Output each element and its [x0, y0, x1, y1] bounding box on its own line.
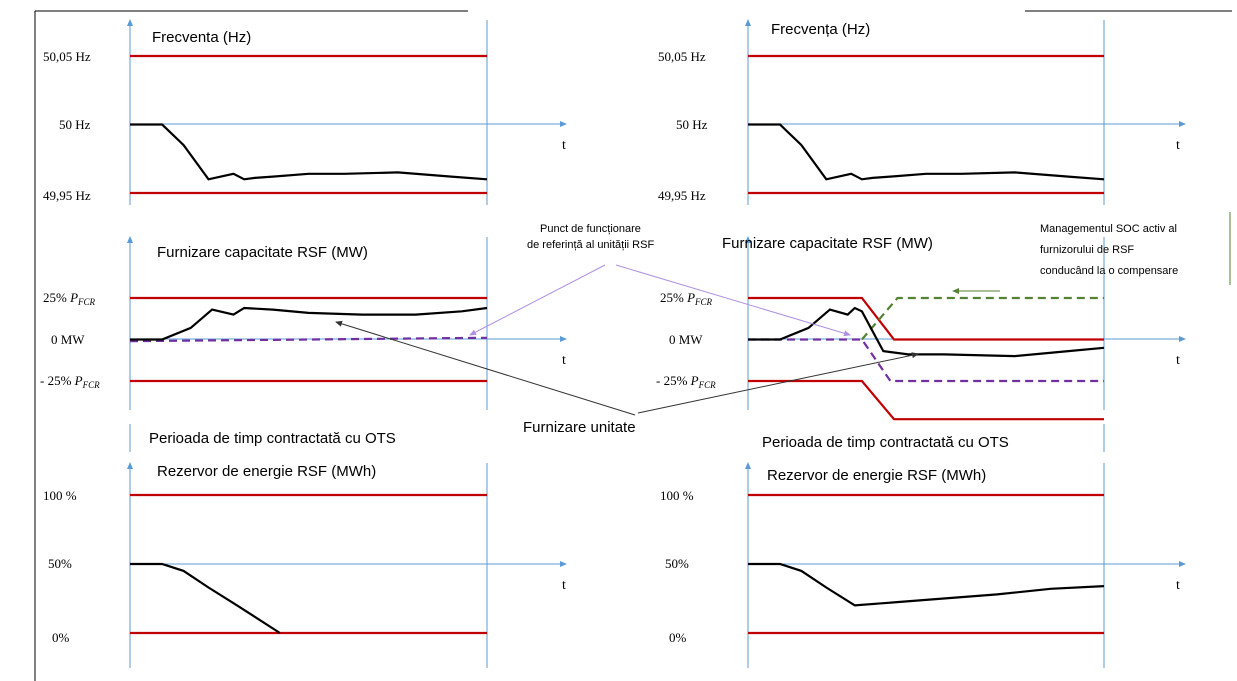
p-symbol: P: [690, 373, 699, 388]
panel-title: Furnizare capacitate RSF (MW): [722, 235, 933, 252]
upper-limit-line: [748, 296, 1104, 341]
energy-trace: [748, 562, 1105, 607]
reference-trace: [129, 336, 488, 343]
time-label: t: [1176, 138, 1180, 153]
panel-title: Rezervor de energie RSF (MWh): [157, 463, 376, 480]
y-label-pos: 25% PFCR: [43, 290, 96, 307]
supply-trace: [748, 306, 1105, 358]
frequency-trace: [130, 123, 488, 181]
panel-title: Rezervor de energie RSF (MWh): [767, 467, 986, 484]
time-label: t: [562, 578, 566, 593]
time-label: t: [562, 353, 566, 368]
y-label-full: 100 %: [43, 488, 77, 503]
annotation-line-1: Managementul SOC activ al: [1040, 223, 1177, 235]
time-label: t: [1176, 578, 1180, 593]
annotation-text: Furnizare unitate: [523, 419, 636, 436]
annotation-line-3: conducând la o compensare: [1040, 265, 1178, 277]
y-label-pos: 25% PFCR: [660, 290, 713, 307]
panel-energy-right: Rezervor de energie RSF (MWh) 100 % 50% …: [660, 462, 1186, 668]
y-label-low: 49,95 Hz: [658, 188, 706, 203]
pointer-right: [637, 352, 919, 414]
annotation-soc-management: Managementul SOC activ al furnizorului d…: [1040, 223, 1178, 277]
panel-frequency-right: Frecvența (Hz) 50,05 Hz 50 Hz 49,95 Hz t: [658, 19, 1186, 205]
supply-trace: [130, 306, 488, 341]
y-label-nominal: 50 Hz: [59, 117, 91, 132]
y-label-full: 100 %: [660, 488, 694, 503]
annotation-line-2: furnizorului de RSF: [1040, 244, 1134, 256]
annotation-line-1: Punct de funcționare: [540, 223, 641, 235]
energy-trace: [130, 562, 281, 634]
frequency-trace: [748, 123, 1105, 181]
panel-frequency-left: Frecventa (Hz) 50,05 Hz 50 Hz 49,95 Hz t: [43, 19, 567, 205]
annotation-reference-point: Punct de funcționare de referință al uni…: [469, 223, 851, 337]
y-label-neg-prefix: - 25%: [656, 373, 691, 388]
y-label-high: 50,05 Hz: [658, 49, 706, 64]
y-label-pos-prefix: 25%: [660, 290, 687, 305]
p-symbol: P: [686, 290, 695, 305]
y-label-half: 50%: [48, 556, 72, 571]
panel-title: Frecvența (Hz): [771, 21, 870, 38]
y-label-neg: - 25% PFCR: [40, 373, 100, 390]
p-symbol: P: [74, 373, 83, 388]
annotation-unit-supply: Furnizare unitate: [335, 320, 919, 436]
time-label: t: [1176, 353, 1180, 368]
y-label-nominal: 50 Hz: [676, 117, 708, 132]
p-subscript: FCR: [77, 297, 96, 307]
p-subscript: FCR: [694, 297, 713, 307]
y-label-high: 50,05 Hz: [43, 49, 91, 64]
p-subscript: FCR: [82, 380, 101, 390]
y-label-zero: 0 MW: [51, 332, 85, 347]
panel-capacity-left: Furnizare capacitate RSF (MW) 25% PFCR 0…: [40, 236, 567, 410]
y-label-neg: - 25% PFCR: [656, 373, 716, 390]
pointer-left: [335, 320, 636, 416]
y-label-pos-prefix: 25%: [43, 290, 70, 305]
p-symbol: P: [69, 290, 78, 305]
panel-capacity-right: Furnizare capacitate RSF (MW) 25% PFCR 0…: [656, 235, 1186, 421]
y-label-empty: 0%: [669, 630, 687, 645]
panel-title: Furnizare capacitate RSF (MW): [157, 244, 368, 261]
y-label-neg-prefix: - 25%: [40, 373, 75, 388]
callout-line-right: [615, 264, 851, 337]
compensation-trace: [861, 296, 1104, 341]
time-label: t: [562, 138, 566, 153]
y-label-low: 49,95 Hz: [43, 188, 91, 203]
y-label-empty: 0%: [52, 630, 70, 645]
y-label-half: 50%: [665, 556, 689, 571]
panel-title: Frecventa (Hz): [152, 29, 251, 46]
contract-period-right: Perioada de timp contractată cu OTS: [762, 434, 1009, 451]
p-subscript: FCR: [698, 380, 717, 390]
contract-period-left: Perioada de timp contractată cu OTS: [149, 430, 396, 447]
panel-energy-left: Rezervor de energie RSF (MWh) 100 % 50% …: [43, 462, 567, 668]
y-label-zero: 0 MW: [669, 332, 703, 347]
lower-limit-line: [748, 379, 1104, 421]
annotation-line-2: de referință al unității RSF: [527, 239, 654, 251]
callout-line-left: [469, 264, 606, 336]
reference-trace: [748, 338, 1104, 383]
